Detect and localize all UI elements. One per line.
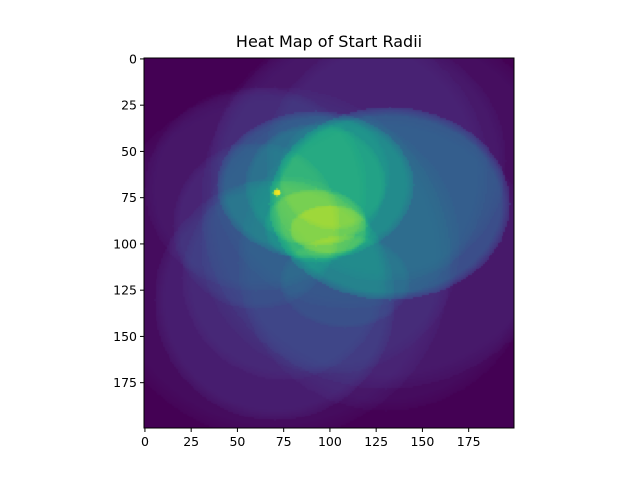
- y-tick-label: 75: [121, 190, 137, 205]
- y-tick-label: 100: [113, 236, 137, 251]
- chart-title: Heat Map of Start Radii: [235, 32, 423, 51]
- y-tick-label: 175: [113, 375, 137, 390]
- x-tick-label: 125: [364, 434, 388, 449]
- y-tick-label: 50: [121, 144, 137, 159]
- x-tick-label: 50: [229, 434, 245, 449]
- x-tick-label: 0: [141, 434, 149, 449]
- y-tick-label: 125: [113, 283, 137, 298]
- x-tick-label: 75: [276, 434, 292, 449]
- heatmap-image: [144, 58, 514, 428]
- y-tick-label: 25: [121, 98, 137, 113]
- x-axis: 0 25 50 75 100 125 150 175: [141, 428, 481, 449]
- plot-frame: [143, 57, 515, 429]
- y-tick-label: 0: [129, 51, 137, 66]
- x-tick-label: 150: [410, 434, 434, 449]
- y-tick-label: 150: [113, 329, 137, 344]
- x-tick-label: 100: [318, 434, 342, 449]
- x-tick-label: 25: [183, 434, 199, 449]
- x-tick-label: 175: [457, 434, 481, 449]
- y-axis: 0 25 50 75 100 125 150 175: [113, 51, 144, 390]
